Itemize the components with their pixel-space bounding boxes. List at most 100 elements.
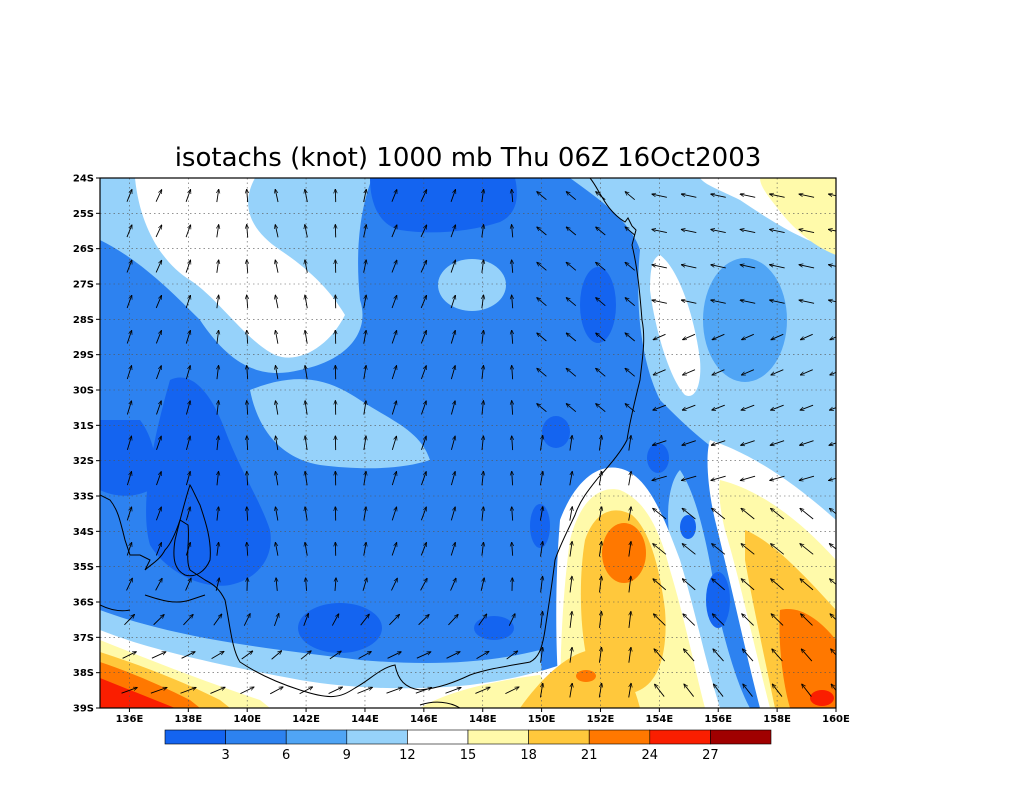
wind-vector [363,225,367,238]
wind-vector [153,615,164,626]
wind-vector [155,295,161,309]
wind-vector [305,542,307,556]
wind-vector [363,542,366,556]
wind-vector [596,404,606,413]
wind-vector [482,401,484,415]
wind-vector [247,507,248,521]
wind-vector [512,189,513,203]
wind-vector [566,262,577,271]
wind-vector [799,265,815,269]
wind-vector [241,651,253,660]
colorbar-level-label: 21 [581,748,598,763]
wind-vector [420,331,426,344]
wind-vector [328,687,343,694]
wind-vector [247,225,248,238]
wind-vector [126,401,131,415]
cream-region-south-center [420,675,560,708]
white-region-east [650,255,701,396]
wind-vector [539,471,542,486]
wind-vector [566,368,577,377]
wind-vector [771,544,785,555]
wind-vector [275,365,279,380]
dark-blue-core-gulf-north [580,267,616,343]
wind-vector [300,651,311,660]
wind-vector [800,508,814,520]
wind-vector [450,330,455,344]
wind-vector [771,333,784,339]
australia-east-coastline [100,178,645,697]
wind-vector [512,225,513,238]
wind-vector [625,192,635,201]
wind-vector [421,472,426,486]
wind-vector [305,330,307,344]
wind-vector [512,260,513,273]
wind-vector [629,611,631,628]
wind-vector [629,647,631,663]
wind-vector [420,543,426,556]
wind-vector [541,611,543,628]
wind-vector [217,295,219,309]
wind-vector [156,472,161,486]
wind-vector [541,541,543,557]
wind-vector [741,440,755,446]
wind-vector [126,543,131,556]
red-region-southwest [100,678,175,708]
wind-vector [275,542,279,556]
wind-vector [537,368,547,377]
deep-orange-core-gulf [602,523,646,583]
wind-vector [305,401,307,415]
wind-vector [625,333,635,342]
wind-vector [306,578,307,591]
wind-vector [418,615,429,626]
wind-vector [828,265,836,268]
wind-vector [653,508,667,520]
wind-vector [126,330,131,344]
wind-vector [482,436,483,451]
wind-vector [684,684,694,697]
wind-vector [628,507,631,521]
x-tick-label: 148E [469,714,497,725]
wind-vector [629,541,631,557]
y-tick-label: 39S [73,704,94,715]
wind-vector [770,194,785,198]
wind-vector [126,436,131,450]
wind-vector [599,647,601,663]
colorbar-level-label: 9 [343,748,351,763]
wind-vector [508,614,515,626]
wind-vector [566,404,577,413]
dark-blue-core-farwest [100,420,156,496]
wind-vector [740,194,756,198]
wind-vector [211,651,224,659]
dark-blue-core-east-1 [647,443,669,473]
wind-vector [450,436,455,451]
wind-vector [185,507,190,521]
wind-vector [363,189,367,203]
wind-vector [155,578,162,591]
x-tick-label: 136E [116,714,144,725]
wind-vector-layer [121,189,836,698]
wind-vector [681,265,697,269]
dark-blue-core-inland [530,504,550,548]
x-tick-label: 144E [351,714,379,725]
wind-vector [450,260,455,273]
wind-vector [482,507,484,521]
wind-vector [598,471,601,486]
wind-vector [683,333,696,339]
wind-vector [741,404,755,410]
wind-vector [391,578,397,591]
wind-vector [124,614,134,626]
wind-vector [391,260,397,273]
wind-vector [829,508,836,515]
red-core-east [810,690,834,706]
wind-vector [386,687,403,694]
wind-vector [681,300,697,304]
wind-vector [539,683,542,698]
wind-vector [741,544,755,555]
tasmania-north-outline [419,701,461,708]
wind-vector [770,300,785,304]
wind-vector [596,298,606,307]
wind-vector [829,441,836,446]
wind-vector [771,579,784,591]
wind-vector [629,435,631,451]
